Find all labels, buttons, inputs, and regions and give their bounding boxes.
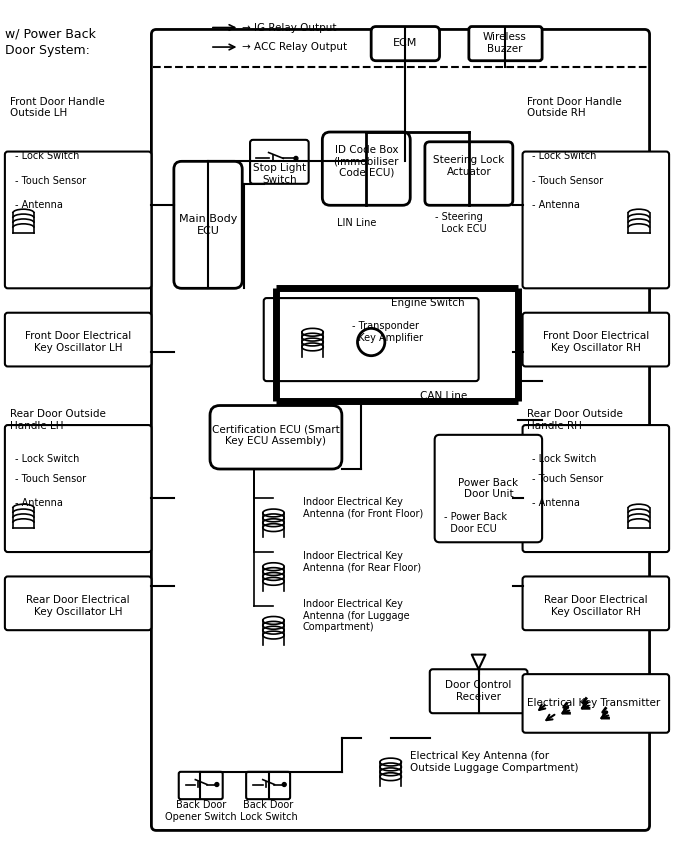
Text: Door Control
Receiver: Door Control Receiver [446, 680, 512, 702]
FancyBboxPatch shape [5, 313, 151, 367]
Text: - Steering
  Lock ECU: - Steering Lock ECU [435, 212, 486, 233]
Text: - Antenna: - Antenna [14, 200, 63, 210]
Text: - Antenna: - Antenna [14, 498, 63, 508]
Text: LIN Line: LIN Line [337, 218, 376, 228]
Text: Wireless
Buzzer: Wireless Buzzer [483, 32, 527, 54]
Text: → IG Relay Output: → IG Relay Output [242, 22, 337, 32]
Text: Front Door Electrical
Key Oscillator RH: Front Door Electrical Key Oscillator RH [543, 331, 649, 353]
Text: - Antenna: - Antenna [533, 200, 580, 210]
FancyBboxPatch shape [246, 772, 290, 799]
FancyBboxPatch shape [435, 435, 542, 542]
Text: Electrical Key Antenna (for
Outside Luggage Compartment): Electrical Key Antenna (for Outside Lugg… [411, 752, 579, 773]
Text: Back Door
Opener Switch: Back Door Opener Switch [166, 800, 237, 822]
Text: Indoor Electrical Key
Antenna (for Luggage
Compartment): Indoor Electrical Key Antenna (for Lugga… [303, 599, 409, 632]
Text: - Antenna: - Antenna [533, 498, 580, 508]
FancyBboxPatch shape [250, 140, 308, 184]
FancyBboxPatch shape [174, 162, 242, 288]
Text: Engine Switch: Engine Switch [391, 298, 464, 308]
Text: - Lock Switch: - Lock Switch [14, 454, 79, 464]
FancyBboxPatch shape [322, 132, 411, 205]
FancyBboxPatch shape [425, 142, 513, 205]
Text: Certification ECU (Smart
Key ECU Assembly): Certification ECU (Smart Key ECU Assembl… [212, 424, 339, 445]
Text: - Lock Switch: - Lock Switch [533, 151, 597, 162]
Text: - Transponder
  Key Amplifier: - Transponder Key Amplifier [352, 321, 423, 343]
FancyBboxPatch shape [179, 772, 223, 799]
Text: CAN Line: CAN Line [420, 391, 467, 401]
FancyBboxPatch shape [522, 674, 669, 733]
FancyBboxPatch shape [371, 27, 440, 61]
Text: ECM: ECM [393, 38, 417, 48]
FancyBboxPatch shape [430, 669, 527, 713]
FancyBboxPatch shape [522, 151, 669, 288]
Text: Stop Light
Switch: Stop Light Switch [253, 163, 306, 185]
Text: - Lock Switch: - Lock Switch [533, 454, 597, 464]
Text: Back Door
Lock Switch: Back Door Lock Switch [239, 800, 297, 822]
FancyBboxPatch shape [151, 29, 649, 830]
Text: - Touch Sensor: - Touch Sensor [533, 176, 604, 186]
Text: Rear Door Outside
Handle LH: Rear Door Outside Handle LH [10, 410, 106, 431]
Text: Indoor Electrical Key
Antenna (for Rear Floor): Indoor Electrical Key Antenna (for Rear … [303, 551, 421, 573]
Text: - Touch Sensor: - Touch Sensor [14, 176, 86, 186]
Text: Electrical Key Transmitter: Electrical Key Transmitter [527, 699, 661, 709]
FancyBboxPatch shape [522, 313, 669, 367]
FancyBboxPatch shape [264, 298, 479, 381]
FancyBboxPatch shape [5, 425, 151, 552]
FancyBboxPatch shape [522, 576, 669, 630]
Circle shape [294, 156, 298, 161]
FancyBboxPatch shape [522, 425, 669, 552]
Text: w/ Power Back: w/ Power Back [5, 28, 96, 41]
Text: - Power Back
  Door ECU: - Power Back Door ECU [444, 512, 507, 534]
Text: → ACC Relay Output: → ACC Relay Output [242, 42, 347, 52]
Text: Indoor Electrical Key
Antenna (for Front Floor): Indoor Electrical Key Antenna (for Front… [303, 498, 423, 519]
Text: Front Door Electrical
Key Oscillator LH: Front Door Electrical Key Oscillator LH [25, 331, 131, 353]
Circle shape [282, 782, 286, 787]
Text: Rear Door Electrical
Key Oscillator RH: Rear Door Electrical Key Oscillator RH [544, 595, 648, 616]
Text: - Touch Sensor: - Touch Sensor [14, 474, 86, 484]
Text: ID Code Box
(Immobiliser
Code ECU): ID Code Box (Immobiliser Code ECU) [333, 144, 399, 178]
FancyBboxPatch shape [469, 27, 542, 61]
FancyBboxPatch shape [5, 151, 151, 288]
FancyBboxPatch shape [210, 405, 342, 469]
Text: Power Back
Door Unit: Power Back Door Unit [458, 478, 518, 499]
Text: - Touch Sensor: - Touch Sensor [533, 474, 604, 484]
Text: Front Door Handle
Outside RH: Front Door Handle Outside RH [527, 97, 622, 118]
Text: Rear Door Electrical
Key Oscillator LH: Rear Door Electrical Key Oscillator LH [26, 595, 130, 616]
Circle shape [215, 782, 219, 787]
FancyBboxPatch shape [5, 576, 151, 630]
Text: Front Door Handle
Outside LH: Front Door Handle Outside LH [10, 97, 104, 118]
Text: Rear Door Outside
Handle RH: Rear Door Outside Handle RH [527, 410, 623, 431]
Text: Door System:: Door System: [5, 44, 90, 57]
Text: Steering Lock
Actuator: Steering Lock Actuator [433, 156, 504, 177]
Text: - Lock Switch: - Lock Switch [14, 151, 79, 162]
Text: Main Body
ECU: Main Body ECU [179, 214, 237, 236]
